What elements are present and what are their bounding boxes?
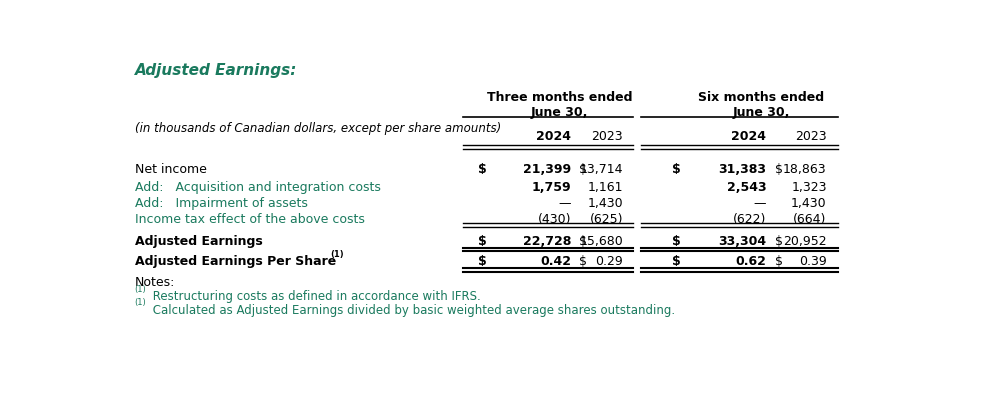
- Text: Adjusted Earnings: Adjusted Earnings: [134, 235, 263, 248]
- Text: $: $: [478, 163, 486, 176]
- Text: 2023: 2023: [795, 130, 826, 143]
- Text: Six months ended
June 30,: Six months ended June 30,: [697, 91, 823, 119]
- Text: 1,161: 1,161: [587, 181, 622, 194]
- Text: (664): (664): [793, 213, 826, 226]
- Text: $: $: [671, 163, 679, 176]
- Text: Calculated as Adjusted Earnings divided by basic weighted average shares outstan: Calculated as Adjusted Earnings divided …: [148, 304, 674, 317]
- Text: $: $: [578, 235, 586, 248]
- Text: (1): (1): [134, 298, 146, 307]
- Text: 22,728: 22,728: [522, 235, 570, 248]
- Text: Adjusted Earnings:: Adjusted Earnings:: [134, 63, 297, 78]
- Text: Three months ended
June 30,: Three months ended June 30,: [486, 91, 631, 119]
- Text: $: $: [478, 235, 486, 248]
- Text: 1,430: 1,430: [791, 197, 826, 210]
- Text: 13,714: 13,714: [579, 163, 622, 176]
- Text: Add:   Acquisition and integration costs: Add: Acquisition and integration costs: [134, 181, 380, 194]
- Text: $: $: [478, 255, 486, 268]
- Text: (in thousands of Canadian dollars, except per share amounts): (in thousands of Canadian dollars, excep…: [134, 122, 500, 135]
- Text: (1): (1): [330, 250, 344, 259]
- Text: 18,863: 18,863: [783, 163, 826, 176]
- Text: 15,680: 15,680: [578, 235, 622, 248]
- Text: 0.42: 0.42: [539, 255, 570, 268]
- Text: 31,383: 31,383: [717, 163, 766, 176]
- Text: Restructuring costs as defined in accordance with IFRS.: Restructuring costs as defined in accord…: [148, 290, 480, 303]
- Text: 0.62: 0.62: [734, 255, 766, 268]
- Text: Adjusted Earnings Per Share: Adjusted Earnings Per Share: [134, 255, 336, 268]
- Text: (625): (625): [589, 213, 622, 226]
- Text: 0.29: 0.29: [594, 255, 622, 268]
- Text: $: $: [671, 255, 679, 268]
- Text: 21,399: 21,399: [522, 163, 570, 176]
- Text: Add:   Impairment of assets: Add: Impairment of assets: [134, 197, 308, 210]
- Text: Net income: Net income: [134, 163, 206, 176]
- Text: 2024: 2024: [730, 130, 766, 143]
- Text: (622): (622): [732, 213, 766, 226]
- Text: 2024: 2024: [535, 130, 570, 143]
- Text: 20,952: 20,952: [783, 235, 826, 248]
- Text: $: $: [775, 255, 782, 268]
- Text: 2,543: 2,543: [726, 181, 766, 194]
- Text: 0.39: 0.39: [799, 255, 826, 268]
- Text: (1): (1): [134, 284, 146, 293]
- Text: (430): (430): [537, 213, 570, 226]
- Text: 1,430: 1,430: [587, 197, 622, 210]
- Text: $: $: [775, 235, 782, 248]
- Text: 1,323: 1,323: [791, 181, 826, 194]
- Text: $: $: [671, 235, 679, 248]
- Text: $: $: [578, 163, 586, 176]
- Text: 1,759: 1,759: [531, 181, 570, 194]
- Text: $: $: [775, 163, 782, 176]
- Text: Notes:: Notes:: [134, 276, 175, 289]
- Text: —: —: [558, 197, 570, 210]
- Text: —: —: [754, 197, 766, 210]
- Text: 33,304: 33,304: [717, 235, 766, 248]
- Text: Income tax effect of the above costs: Income tax effect of the above costs: [134, 213, 364, 226]
- Text: $: $: [578, 255, 586, 268]
- Text: 2023: 2023: [591, 130, 622, 143]
